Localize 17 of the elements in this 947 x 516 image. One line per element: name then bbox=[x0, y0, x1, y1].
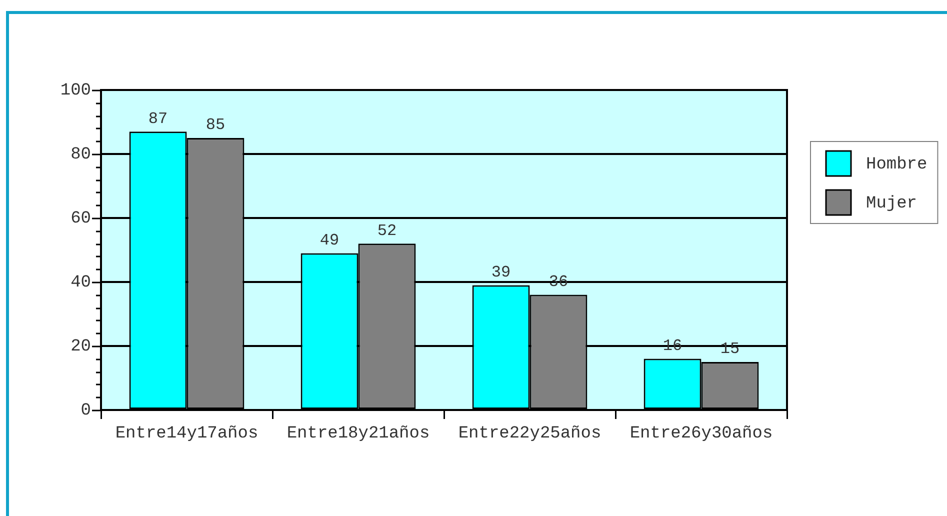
y-tick-label: 100 bbox=[60, 82, 91, 100]
x-tick-label: Entre14y17años bbox=[115, 424, 258, 444]
data-label: 85 bbox=[206, 116, 226, 134]
y-tick-label: 20 bbox=[70, 338, 91, 356]
x-tick-label: Entre26y30años bbox=[630, 424, 773, 444]
x-tick-label: Entre22y25años bbox=[458, 424, 602, 444]
data-label: 49 bbox=[320, 231, 340, 250]
data-label: 39 bbox=[491, 263, 511, 282]
legend-label: Hombre bbox=[866, 156, 928, 174]
data-label: 87 bbox=[148, 110, 168, 128]
y-tick-label: 40 bbox=[70, 274, 91, 292]
data-label: 52 bbox=[377, 222, 397, 240]
y-tick-label: 80 bbox=[70, 146, 91, 164]
y-tick-label: 0 bbox=[80, 402, 91, 420]
x-tick-label: Entre18y21años bbox=[286, 424, 430, 444]
legend-label: Mujer bbox=[866, 194, 918, 214]
y-tick-label: 60 bbox=[70, 210, 91, 228]
